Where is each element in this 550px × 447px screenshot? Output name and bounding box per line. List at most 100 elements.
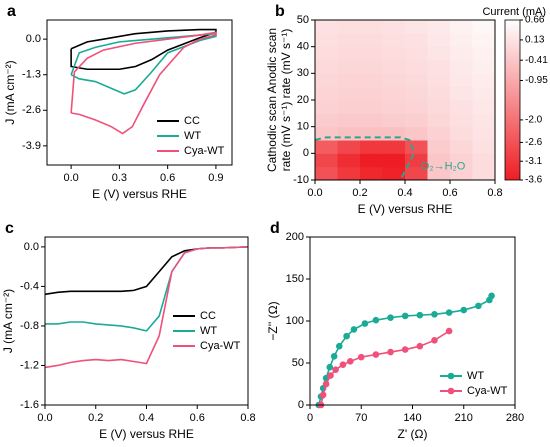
legend-label: CC (200, 310, 216, 322)
heat-cell (472, 20, 496, 34)
series-line (45, 246, 249, 332)
heat-cell (450, 73, 473, 88)
panel-label: b (275, 3, 285, 20)
heat-cell (472, 86, 496, 101)
colorbar-tick-label: -3.1 (525, 156, 543, 167)
colorbar-tick-label: 0.66 (525, 15, 545, 26)
marker (330, 352, 338, 360)
heat-cell (315, 166, 338, 181)
heat-cell (427, 73, 451, 88)
marker (445, 309, 453, 316)
heat-cell (315, 140, 338, 154)
heat-cell (337, 140, 361, 154)
colorbar-label: Current (mA) (482, 6, 546, 18)
marker (346, 358, 354, 365)
heat-cell (427, 140, 451, 154)
marker (319, 391, 327, 399)
heat-cell (382, 33, 406, 48)
colorbar-tick-label: -3.6 (525, 175, 543, 186)
marker (445, 327, 453, 335)
heat-cell (382, 166, 406, 181)
heat-cell (382, 20, 406, 34)
marker (327, 372, 334, 379)
x-tick-label: 0.6 (190, 412, 205, 424)
heat-cell (382, 113, 406, 128)
y-tick-label: 10 (297, 121, 309, 133)
heat-cell (427, 20, 451, 34)
y-tick-label: -3.9 (22, 140, 41, 152)
heat-cell (337, 33, 361, 48)
y-tick-label: -1.6 (20, 399, 39, 411)
colorbar-tick-label: -0.95 (525, 75, 548, 86)
legend-marker (447, 372, 455, 380)
heat-cell (315, 153, 338, 168)
y-tick-label: 50 (297, 14, 309, 26)
x-tick-label: 70 (355, 412, 367, 424)
x-tick-label: 0.6 (442, 187, 457, 199)
heat-cell (427, 100, 451, 114)
y-tick-label: 150 (286, 273, 304, 285)
heat-cell (382, 60, 406, 74)
x-tick-label: 280 (506, 412, 524, 424)
marker (372, 351, 380, 358)
y-tick-label: 0 (303, 147, 309, 159)
heat-cell (405, 60, 428, 74)
heat-cell (315, 113, 338, 128)
heat-cell (405, 153, 428, 168)
heat-cell (450, 166, 473, 181)
marker (460, 306, 468, 314)
heat-cell (382, 100, 406, 114)
heat-cell (360, 153, 383, 168)
heat-cell (472, 140, 496, 154)
heat-cell (450, 126, 473, 141)
x-tick-label: 0.6 (160, 172, 175, 184)
y-tick-label: 0.0 (24, 241, 39, 253)
panel-label: d (270, 220, 280, 237)
heat-cell (405, 113, 428, 128)
x-tick-label: 0.4 (397, 187, 412, 199)
y-axis-label: rate (mV s⁻¹) rate (mV s⁻¹) (279, 29, 293, 172)
x-axis-label: E (V) versus RHE (358, 202, 453, 216)
y-tick-label: 50 (292, 357, 304, 369)
y-tick-label: 0.0 (26, 33, 41, 45)
legend-label: Cya-WT (184, 145, 225, 157)
marker (401, 346, 409, 353)
heat-cell (360, 60, 383, 74)
heat-cell (337, 113, 361, 128)
heat-cell (450, 86, 473, 101)
marker (387, 314, 394, 321)
y-tick-label: -1.3 (22, 69, 41, 81)
heat-cell (382, 140, 406, 154)
heat-cell (337, 20, 361, 34)
heat-cell (337, 100, 361, 114)
heat-cell (472, 33, 496, 48)
heat-cell (472, 60, 496, 74)
heat-cell (450, 33, 473, 48)
marker (401, 312, 409, 320)
marker (387, 348, 394, 356)
colorbar-tick-label: -2.0 (525, 115, 543, 126)
marker (343, 332, 350, 340)
colorbar-tick-label: -0.41 (525, 55, 548, 66)
y-tick-label: -2.6 (22, 104, 41, 116)
heat-cell (337, 126, 361, 141)
heat-cell (360, 100, 383, 114)
heat-cell (315, 20, 338, 34)
marker (332, 366, 339, 374)
heat-cell (472, 113, 496, 128)
legend-label: Cya-WT (467, 385, 508, 397)
x-tick-label: 0.9 (208, 172, 223, 184)
legend-label: WT (467, 370, 484, 382)
marker (416, 342, 424, 350)
heat-cell (427, 153, 451, 168)
panel-label: c (5, 220, 14, 237)
heat-cell (450, 153, 473, 168)
heat-cell (360, 166, 383, 181)
heat-cell (450, 60, 473, 74)
heat-cell (337, 73, 361, 88)
heat-cell (427, 86, 451, 101)
x-axis-label: E (V) versus RHE (99, 427, 194, 441)
heat-cell (427, 60, 451, 74)
heat-cell (337, 86, 361, 101)
